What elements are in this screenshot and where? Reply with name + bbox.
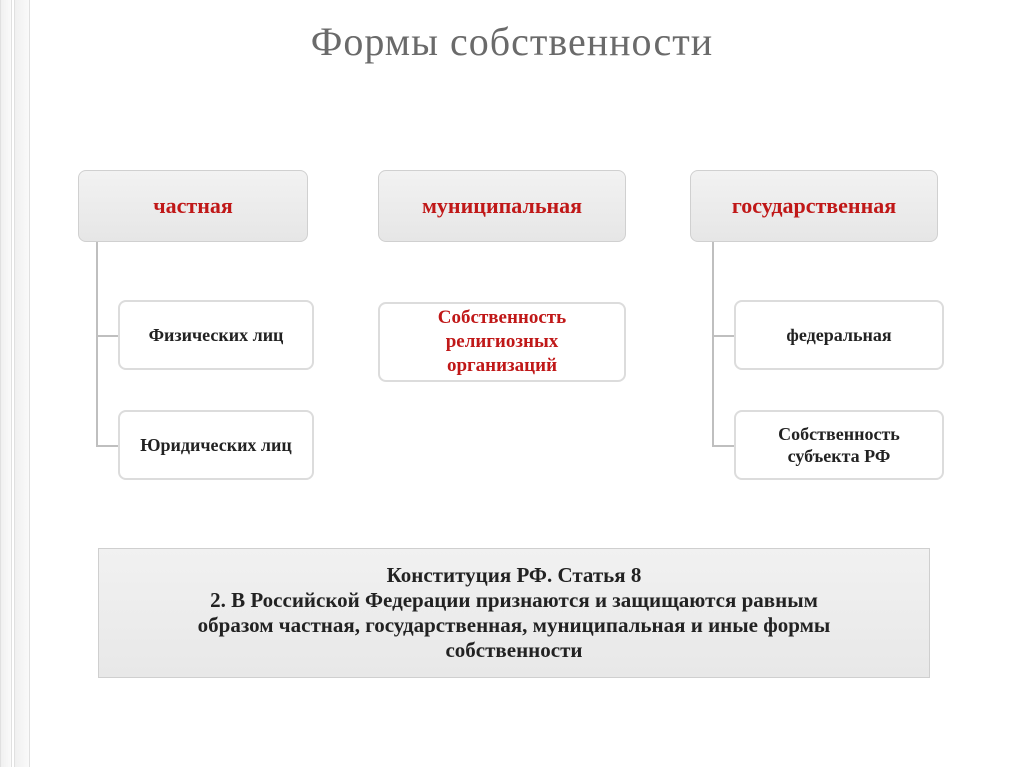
box-religious-orgs: Собственность религиозных организаций [378,302,626,382]
footer-citation: Конституция РФ. Статья 8 2. В Российской… [98,548,930,678]
page-title: Формы собственности [0,18,1024,65]
category-municipal: муниципальная [378,170,626,242]
child-federal: федеральная [734,300,944,370]
child-legal-entities: Юридических лиц [118,410,314,480]
connector [96,335,118,337]
category-state: государственная [690,170,938,242]
slide: Формы собственности частная муниципальна… [0,0,1024,767]
connector [96,445,118,447]
category-private: частная [78,170,308,242]
footer-line: Конституция РФ. Статья 8 [387,563,642,588]
footer-line: собственности [445,638,582,663]
footer-line: образом частная, государственная, муници… [198,613,831,638]
child-individuals: Физических лиц [118,300,314,370]
footer-line: 2. В Российской Федерации признаются и з… [210,588,818,613]
connector [712,445,734,447]
connector [712,335,734,337]
left-rail [0,0,12,767]
connector [712,242,714,445]
left-rail [14,0,30,767]
connector [96,242,98,445]
child-subject-rf: Собственность субъекта РФ [734,410,944,480]
